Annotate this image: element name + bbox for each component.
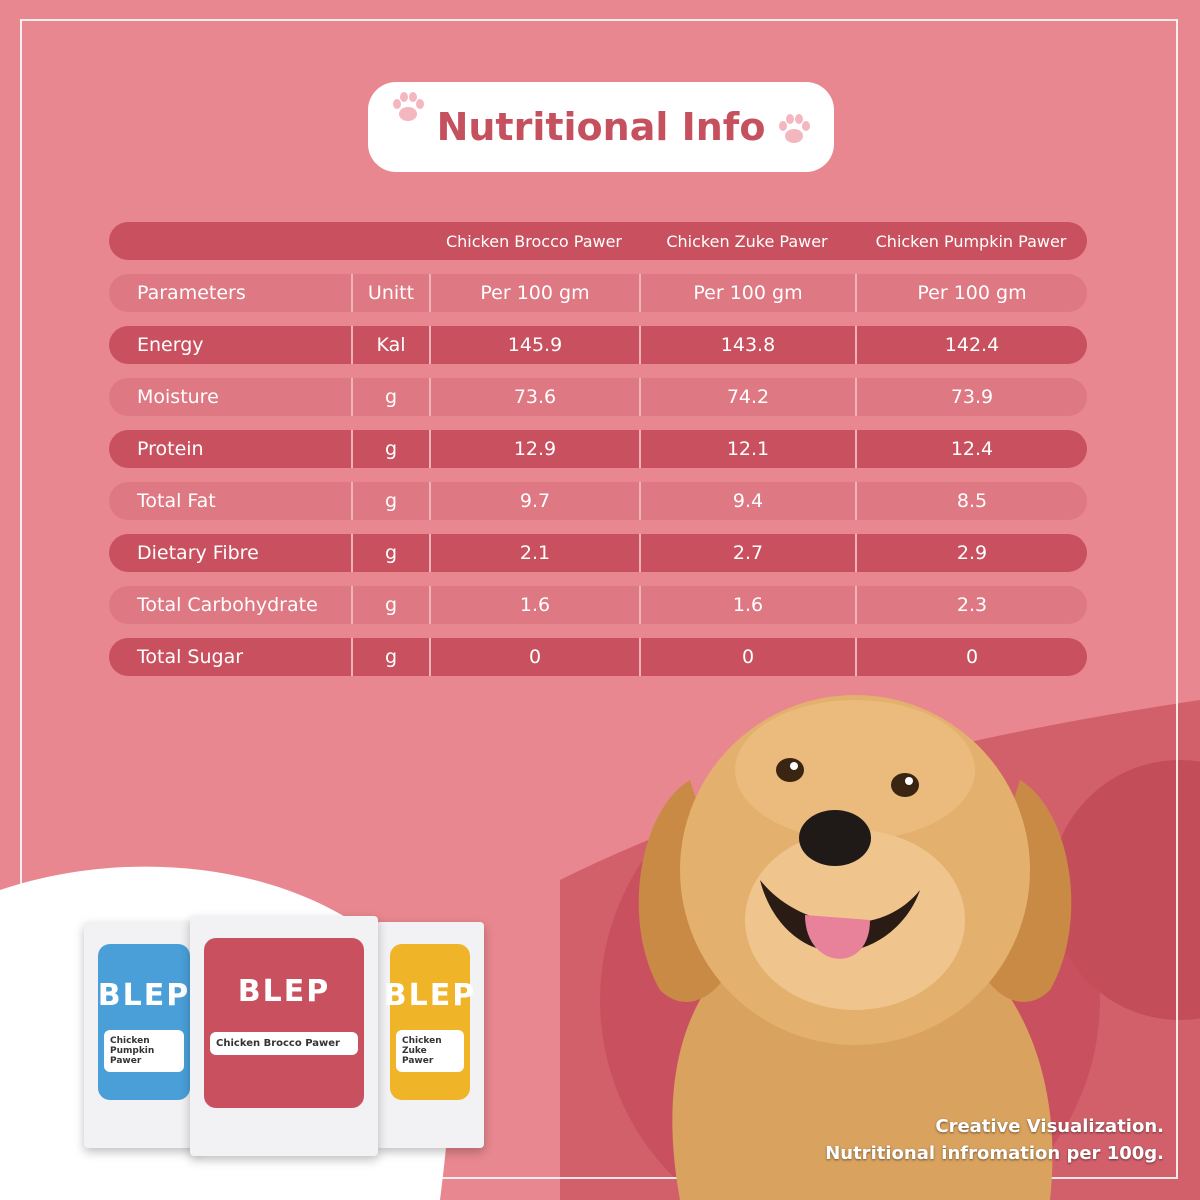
page-title: Nutritional Info [436,105,766,149]
value-cell: 73.9 [855,378,1087,416]
value-cell: 9.7 [429,482,639,520]
parameter-name: Total Carbohydrate [137,594,318,616]
parameter-name: Dietary Fibre [137,542,259,564]
parameter-name: Total Fat [137,490,216,512]
value-cell: 1.6 [429,586,639,624]
value-cell: 0 [429,638,639,676]
product-pack: BLEP Chicken Pumpkin Pawer [84,922,204,1148]
product-name: Chicken Pumpkin Pawer [875,231,1067,251]
product-pack: BLEP Chicken Brocco Pawer [190,916,378,1156]
per-header: Per 100 gm [639,274,855,312]
value-cell: 12.4 [855,430,1087,468]
unit-value: g [351,430,429,468]
unit-value: g [351,586,429,624]
per-header: Per 100 gm [855,274,1087,312]
paw-icon [393,92,424,121]
caption-line: Nutritional infromation per 100g. [825,1143,1164,1164]
product-header-row: Chicken Brocco Pawer Chicken Zuke Pawer … [109,222,1087,260]
unit-value: g [351,482,429,520]
per-header: Per 100 gm [429,274,639,312]
unit-value: Kal [351,326,429,364]
caption: Creative Visualization. Nutritional infr… [825,1113,1164,1167]
value-cell: 2.9 [855,534,1087,572]
pack-name: Chicken Zuke Pawer [396,1030,464,1072]
parameter-name: Protein [137,438,204,460]
table-row: Dietary Fibre g 2.1 2.7 2.9 [109,534,1087,572]
table-row: Protein g 12.9 12.1 12.4 [109,430,1087,468]
table-row: Energy Kal 145.9 143.8 142.4 [109,326,1087,364]
brand-logo: BLEP [237,974,331,1009]
unit-header: Unitt [351,274,429,312]
value-cell: 0 [639,638,855,676]
value-cell: 73.6 [429,378,639,416]
parameter-name: Energy [137,334,204,356]
value-cell: 1.6 [639,586,855,624]
value-cell: 12.1 [639,430,855,468]
value-cell: 8.5 [855,482,1087,520]
pack-name: Chicken Brocco Pawer [210,1032,358,1055]
value-cell: 2.3 [855,586,1087,624]
parameter-name: Moisture [137,386,219,408]
table-row: Total Fat g 9.7 9.4 8.5 [109,482,1087,520]
paw-icon [779,114,810,143]
brand-logo: BLEP [383,978,477,1013]
column-header-row: Parameters Unitt Per 100 gm Per 100 gm P… [109,274,1087,312]
unit-value: g [351,378,429,416]
value-cell: 145.9 [429,326,639,364]
pack-name: Chicken Pumpkin Pawer [104,1030,184,1072]
parameter-name: Total Sugar [137,646,244,668]
value-cell: 143.8 [639,326,855,364]
circle-shape-small [1050,760,1200,1020]
table-row: Total Carbohydrate g 1.6 1.6 2.3 [109,586,1087,624]
product-name: Chicken Brocco Pawer [445,231,623,251]
value-cell: 142.4 [855,326,1087,364]
brand-logo: BLEP [97,978,191,1013]
unit-value: g [351,638,429,676]
value-cell: 74.2 [639,378,855,416]
value-cell: 12.9 [429,430,639,468]
parameter-header: Parameters [137,282,246,304]
unit-value: g [351,534,429,572]
value-cell: 9.4 [639,482,855,520]
value-cell: 2.7 [639,534,855,572]
table-row: Total Sugar g 0 0 0 [109,638,1087,676]
product-pack: BLEP Chicken Zuke Pawer [376,922,484,1148]
caption-line: Creative Visualization. [935,1116,1164,1137]
value-cell: 0 [855,638,1087,676]
product-name: Chicken Zuke Pawer [666,231,828,251]
table-row: Moisture g 73.6 74.2 73.9 [109,378,1087,416]
value-cell: 2.1 [429,534,639,572]
dog-illustration [638,695,1072,1200]
title-pill: Nutritional Info [368,82,834,172]
